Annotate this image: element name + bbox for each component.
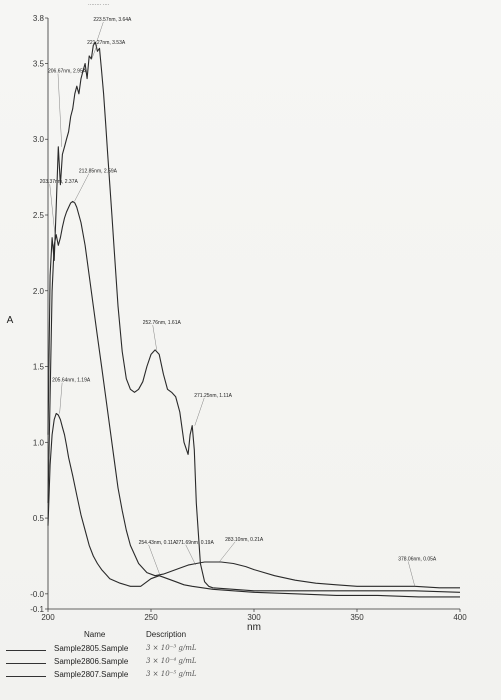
- legend-sample-name: Sample2806.Sample: [54, 657, 129, 666]
- annotation-label: 206.67nm, 2.95A: [48, 69, 87, 75]
- legend-line-sample: [6, 663, 46, 664]
- x-tick-label: 250: [144, 613, 158, 622]
- annotation-leader: [194, 397, 205, 426]
- annotation-label: 203.37nm, 2.37A: [40, 179, 79, 185]
- legend-row: Sample2807.Sample 3 × 10⁻⁵ g/mL: [6, 670, 306, 682]
- annotation-leader: [148, 544, 161, 576]
- legend-line-sample: [6, 650, 46, 651]
- series-layer: [47, 41, 461, 598]
- legend-sample-description: 3 × 10⁻³ g/mL: [146, 644, 197, 652]
- y-tick-label: 2.5: [33, 211, 45, 220]
- series-line-sample2806-sample: [47, 200, 460, 589]
- y-tick-label: 3.5: [33, 59, 45, 68]
- x-tick-label: 200: [41, 613, 55, 622]
- series-line-sample2807-sample: [47, 412, 460, 598]
- y-axis-title: A: [7, 315, 14, 326]
- annotation-label: 254.43nm, 0.11A: [139, 540, 177, 546]
- annotation-label: 252.76nm, 1.61A: [143, 320, 182, 326]
- legend-sample-description: 3 × 10⁻⁴ g/mL: [146, 657, 197, 665]
- x-tick-label: 350: [350, 613, 364, 622]
- legend-row: Sample2805.Sample 3 × 10⁻³ g/mL: [6, 644, 306, 656]
- annotation-leader: [408, 561, 415, 587]
- y-tick-label: 2.0: [33, 287, 45, 296]
- annotation-label: 212.85nm, 2.59A: [79, 169, 118, 175]
- annotation-label: 221.27nm, 3.53A: [87, 40, 126, 46]
- header-scribble: ········ ····: [88, 2, 110, 8]
- legend-row: Sample2806.Sample 3 × 10⁻⁴ g/mL: [6, 657, 306, 669]
- annotation-label: 205.64nm, 1.19A: [52, 378, 91, 384]
- y-tick-label: 3.8: [33, 14, 45, 23]
- annotation-leader: [219, 541, 236, 563]
- x-tick-label: 400: [453, 613, 467, 622]
- annotation-label: 271.25nm, 1.11A: [194, 393, 232, 399]
- annotation-label: 378.06nm, 0.05A: [398, 557, 437, 563]
- annotation-label: 223.57nm, 3.64A: [93, 17, 132, 23]
- annotation-label: 283.10nm, 0.21A: [225, 537, 264, 543]
- absorbance-spectrum-chart: ········ ···· -0.1 -0.0 0.5 1.0 1.5 2.0 2.5 3.0…: [7, 2, 468, 633]
- y-tick-label: -0.1: [30, 605, 44, 614]
- annotation-label: 271.69nm, 0.19A: [176, 540, 215, 546]
- legend-sample-description: 3 × 10⁻⁵ g/mL: [146, 670, 197, 678]
- x-axis-title: nm: [247, 622, 261, 633]
- annotation-leader: [49, 184, 56, 235]
- annotation-leader: [152, 325, 157, 350]
- y-tick-label: 1.0: [33, 438, 45, 447]
- y-tick-label: -0.0: [30, 590, 44, 599]
- series-line-sample2805-sample: [47, 41, 461, 593]
- annotation-leader: [96, 21, 104, 43]
- annotation-leader: [59, 382, 63, 414]
- legend-sample-name: Sample2805.Sample: [54, 644, 129, 653]
- legend-sample-name: Sample2807.Sample: [54, 670, 129, 679]
- axes: -0.1 -0.0 0.5 1.0 1.5 2.0 2.5 3.0 3.5 3.8 200 250 30…: [30, 14, 467, 622]
- annotation-leader: [185, 544, 196, 566]
- legend-line-sample: [6, 676, 46, 677]
- annotation-leader: [57, 73, 62, 147]
- legend-table: Name Description Sample2805.Sample 3 × 1…: [6, 630, 306, 690]
- legend-name-header: Name: [84, 630, 106, 639]
- legend-description-header: Description: [146, 630, 187, 639]
- annotation-layer: 223.57nm, 3.64A 221.27nm, 3.53A 206.67nm, …: [40, 17, 437, 587]
- x-tick-label: 300: [247, 613, 261, 622]
- annotation-leader: [91, 44, 98, 59]
- y-tick-label: 3.0: [33, 135, 45, 144]
- y-tick-label: 1.5: [33, 363, 45, 372]
- annotation-leader: [74, 173, 90, 202]
- y-tick-label: 0.5: [33, 514, 45, 523]
